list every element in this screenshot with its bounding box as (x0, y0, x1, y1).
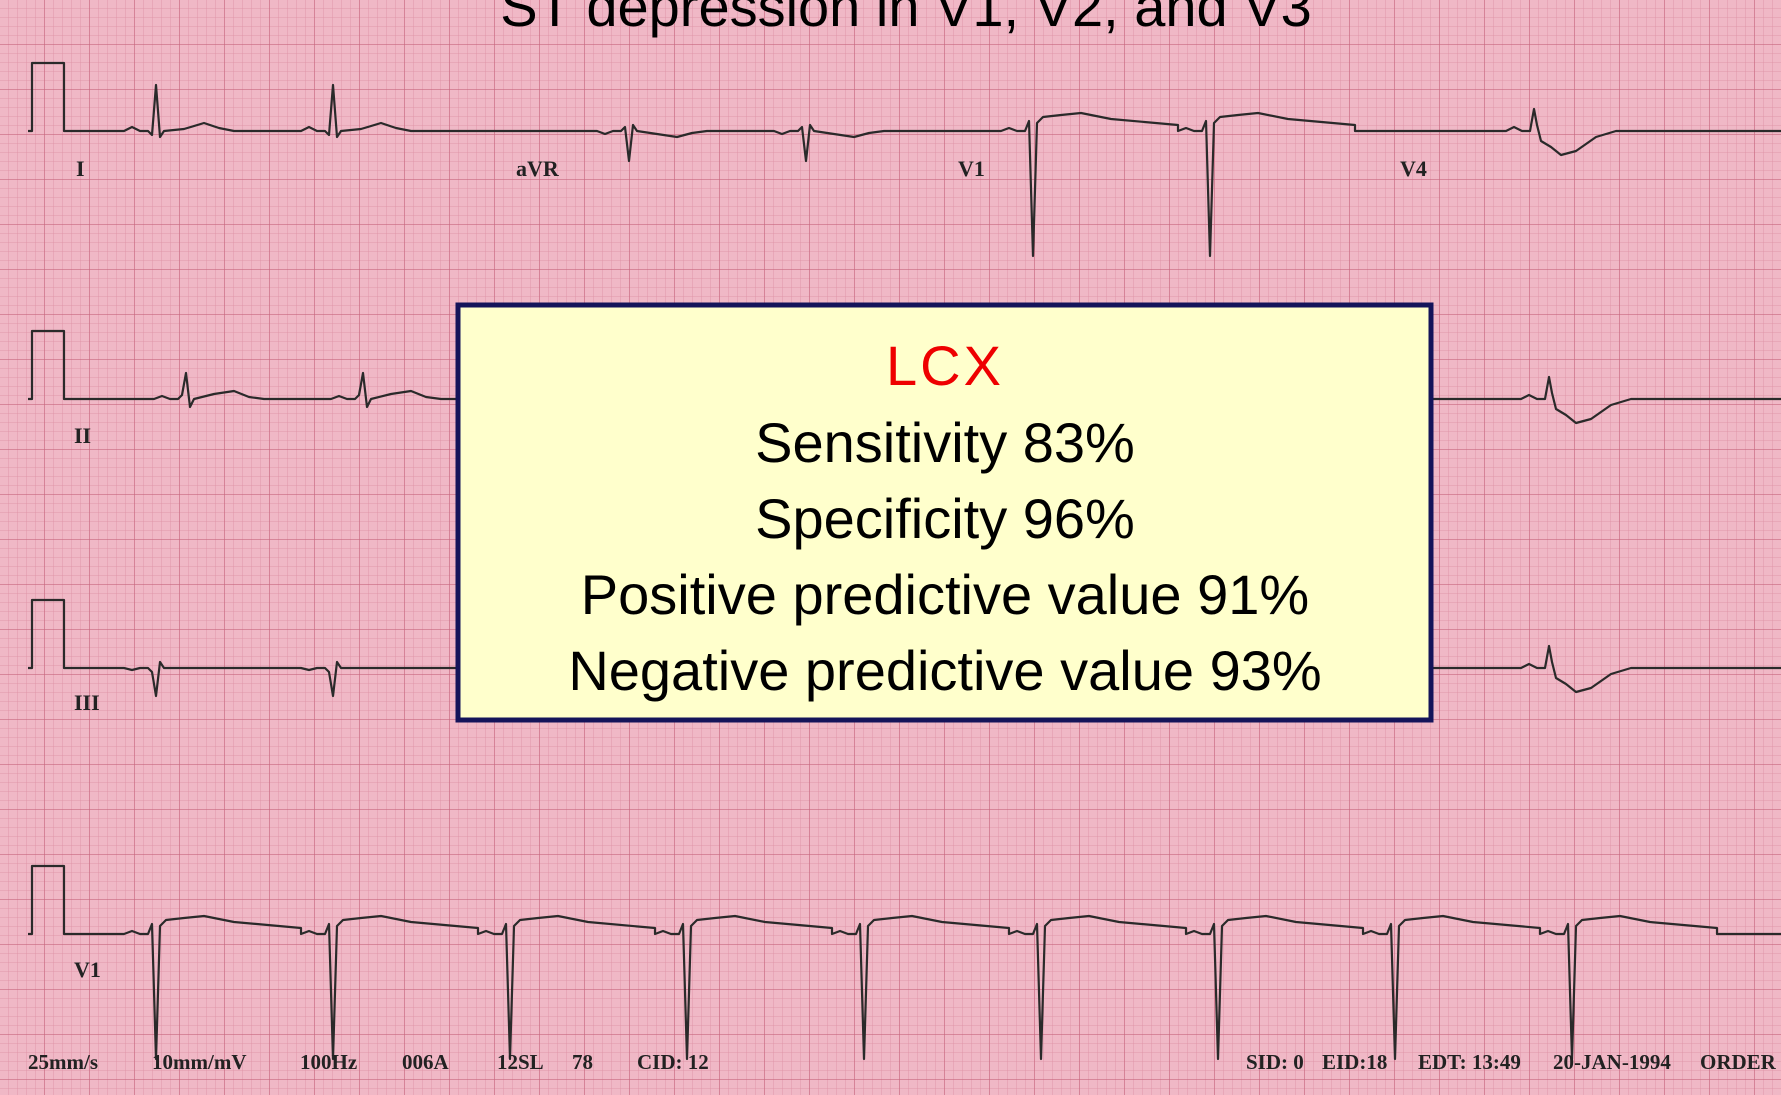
lead-label: V1 (958, 156, 985, 181)
footer-text: 25mm/s (28, 1050, 98, 1074)
box-line: Negative predictive value 93% (568, 639, 1321, 702)
box-line: Specificity 96% (755, 487, 1135, 550)
footer-text: 12SL (497, 1050, 544, 1074)
footer-text: ORDER (1700, 1050, 1777, 1074)
footer-text: 20-JAN-1994 (1553, 1050, 1671, 1074)
footer-text: 100Hz (300, 1050, 357, 1074)
footer-text: 78 (572, 1050, 593, 1074)
footer-text: SID: 0 (1246, 1050, 1304, 1074)
box-line: Positive predictive value 91% (581, 563, 1309, 626)
slide-title: ST depression in V1, V2, and V3 (500, 0, 1311, 38)
lead-label: III (74, 690, 100, 715)
footer-text: EDT: 13:49 (1418, 1050, 1521, 1074)
lead-label: II (74, 423, 91, 448)
footer-text: 10mm/mV (152, 1050, 246, 1074)
lead-label: V4 (1400, 156, 1427, 181)
footer-text: 006A (402, 1050, 450, 1074)
lead-label: V1 (74, 957, 101, 982)
footer-text: EID:18 (1322, 1050, 1387, 1074)
lead-label: I (76, 156, 85, 181)
slide: ST depression in V1, V2, and V3 I aVR V1… (0, 0, 1781, 1095)
box-heading: LCX (886, 334, 1004, 397)
lead-label: aVR (516, 156, 560, 181)
box-line: Sensitivity 83% (755, 411, 1135, 474)
footer-text: CID: 12 (637, 1050, 709, 1074)
